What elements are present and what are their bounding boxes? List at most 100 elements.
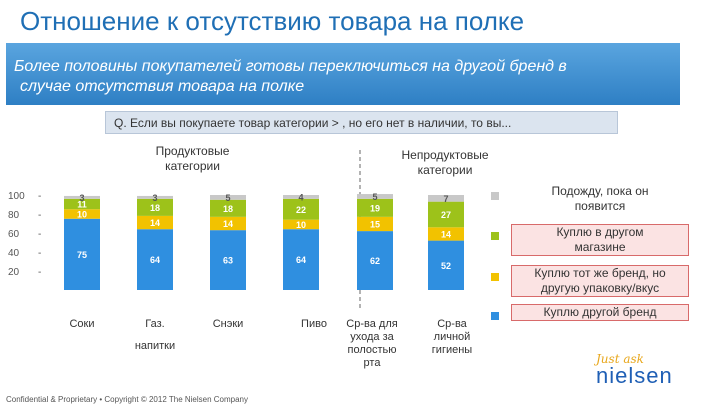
- key-finding-banner: Более половины покупателей готовы перекл…: [6, 43, 680, 105]
- bar-segment: [283, 219, 319, 230]
- category-label-line: Газ.: [145, 318, 165, 330]
- legend-label-line: появится: [574, 199, 626, 213]
- bar-value-label: 22: [296, 205, 306, 215]
- bar-value-label: 5: [225, 193, 230, 203]
- category-label: Ср-ва для ухода за полостью рта: [337, 318, 407, 370]
- bar-value-label: 11: [77, 200, 87, 210]
- bar-segment: [64, 198, 100, 210]
- bar-segment: [283, 195, 319, 199]
- bar-segment: [428, 201, 464, 228]
- bar-segment: [428, 195, 464, 202]
- bar-value-label: 19: [370, 203, 380, 213]
- bar-segment: [210, 216, 246, 231]
- group-label-food: Продуктовые категории: [130, 144, 255, 174]
- category-label-line: ухода за: [350, 331, 394, 343]
- group-label-food-line-2: категории: [165, 159, 220, 173]
- y-tick-mark: -: [38, 191, 41, 202]
- bar-segment: [137, 229, 173, 290]
- legend-item: Куплю тот же бренд, но другую упаковку/вк…: [491, 265, 689, 297]
- bar-value-label: 64: [296, 255, 306, 265]
- legend-label: Куплю другой бренд: [511, 304, 689, 321]
- bar-segment: [210, 195, 246, 200]
- legend-label: Куплю тот же бренд, но другую упаковку/вк…: [511, 265, 689, 297]
- legend-item: Куплю другой бренд: [491, 304, 689, 321]
- bar-segment: [64, 218, 100, 290]
- bar-value-label: 14: [223, 219, 233, 229]
- legend-label-line: другую упаковку/вкус: [540, 281, 660, 295]
- bar-value-label: 63: [223, 256, 233, 266]
- y-tick-mark: -: [38, 248, 41, 259]
- bar-value-label: 3: [79, 193, 84, 203]
- bar-segment: [210, 230, 246, 290]
- legend-swatch: [491, 232, 499, 240]
- nielsen-logo: Just ask nielsen: [596, 352, 673, 388]
- banner-line-1: Более половины покупателей готовы перекл…: [14, 58, 567, 75]
- y-tick-label: 100: [8, 191, 25, 202]
- legend-label: Подожду, пока он появится: [511, 184, 689, 214]
- category-label-line: личной: [433, 331, 471, 343]
- bar-value-label: 3: [152, 193, 157, 203]
- legend-swatch: [491, 312, 499, 320]
- bar-value-label: 10: [296, 220, 306, 230]
- category-label-line: Снэки: [212, 318, 244, 330]
- category-label-line: Ср-ва для: [346, 318, 398, 330]
- y-tick-label: 60: [8, 229, 20, 240]
- bar-segment: [357, 231, 393, 290]
- category-label-line: Ср-ва: [437, 318, 467, 330]
- legend-item: Подожду, пока он появится: [491, 184, 689, 214]
- bar-segment: [64, 195, 100, 199]
- y-tick-label: 40: [8, 248, 20, 259]
- banner-line-2: случае отсутствия товара на полке: [20, 78, 305, 95]
- category-label-line: гигиены: [431, 344, 473, 356]
- bar-segment: [210, 199, 246, 217]
- bar-segment: [283, 229, 319, 290]
- bar-value-label: 14: [150, 218, 160, 228]
- bar-value-label: 62: [370, 256, 380, 266]
- bar-segment: [428, 227, 464, 241]
- y-tick-mark: -: [38, 210, 41, 221]
- logo-wordmark: nielsen: [596, 363, 673, 388]
- category-label-line: полостью: [347, 344, 397, 356]
- bar-value-label: 64: [150, 255, 160, 265]
- footer-copyright: Confidential & Proprietary • Copyright ©…: [6, 395, 249, 404]
- category-label-line: напитки: [134, 340, 176, 352]
- bar-value-label: 5: [372, 192, 377, 202]
- category-label-line: рта: [363, 357, 381, 369]
- bar-value-label: 4: [298, 192, 303, 202]
- bar-segment: [137, 215, 173, 230]
- bar-segment: [357, 198, 393, 217]
- y-tick-label: 20: [8, 267, 20, 278]
- y-tick-mark: -: [38, 229, 41, 240]
- group-label-nonfood: Непродуктовые категории: [380, 148, 510, 178]
- legend-swatch: [491, 192, 499, 200]
- bar-value-label: 15: [370, 219, 380, 229]
- category-label: Ср-ва личной гигиены: [417, 318, 487, 357]
- group-label-nonfood-line-1: Непродуктовые: [401, 148, 489, 162]
- legend-label-line: Куплю другой бренд: [543, 305, 657, 319]
- legend-label-line: Подожду, пока он: [551, 184, 649, 198]
- bar-segment: [428, 240, 464, 290]
- legend-label-line: Куплю тот же бренд, но: [534, 266, 666, 280]
- legend-label-line: Куплю в другом: [556, 225, 644, 239]
- bar-segment: [283, 198, 319, 220]
- category-label: Соки: [47, 318, 117, 331]
- slide-title: Отношение к отсутствию товара на полке: [20, 6, 525, 36]
- bar-value-label: 52: [441, 261, 451, 271]
- legend-swatch: [491, 273, 499, 281]
- bar-segment: [64, 209, 100, 219]
- bar-segment: [357, 194, 393, 199]
- bar-value-label: 27: [441, 210, 451, 220]
- category-label: Пиво: [279, 318, 349, 331]
- y-tick-mark: -: [38, 267, 41, 278]
- category-label: Газ. напитки: [120, 318, 190, 353]
- category-label-line: Соки: [69, 318, 95, 330]
- bar-segment: [137, 198, 173, 216]
- bar-segment: [137, 195, 173, 199]
- bar-segment: [357, 216, 393, 232]
- legend-label-line: магазине: [574, 240, 626, 254]
- bar-value-label: 18: [223, 204, 233, 214]
- legend-label: Куплю в другом магазине: [511, 224, 689, 256]
- bar-value-label: 14: [441, 229, 451, 239]
